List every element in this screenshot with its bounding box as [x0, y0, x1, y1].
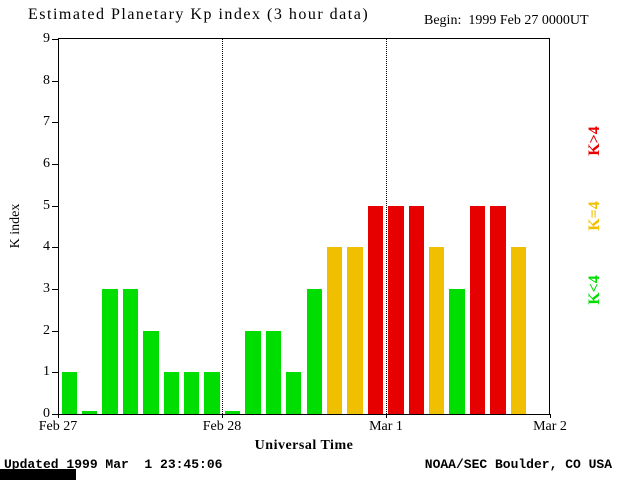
y-tick-label: 9	[43, 31, 50, 46]
bottom-left-black-bar	[0, 469, 76, 480]
kp-bar	[204, 372, 220, 414]
y-tick-mark	[52, 39, 58, 40]
y-tick-mark	[52, 372, 58, 374]
legend-item-k-eq-4: K=4	[586, 201, 603, 231]
kp-bar	[81, 411, 98, 414]
kp-bar	[449, 289, 465, 414]
begin-timestamp-label: Begin: 1999 Feb 27 0000UT	[424, 13, 589, 28]
kp-bar	[347, 247, 363, 414]
y-tick-label: 1	[43, 364, 50, 380]
y-tick-label: 3	[43, 281, 50, 296]
y-tick-mark	[52, 247, 58, 249]
x-tick-mark	[386, 414, 387, 418]
day-divider-line	[385, 39, 387, 414]
credit-text: NOAA/SEC Boulder, CO USA	[424, 457, 612, 472]
kp-bar	[490, 205, 506, 414]
plot-area	[58, 38, 550, 415]
kp-bar	[429, 247, 445, 414]
kp-bar	[184, 372, 200, 414]
x-tick-label: Mar 2	[533, 419, 567, 434]
y-tick-mark	[52, 122, 58, 124]
kp-bar	[265, 330, 282, 414]
x-tick-mark	[58, 414, 59, 418]
y-tick-label: 4	[43, 239, 50, 255]
kp-bar	[224, 411, 241, 414]
y-tick-mark	[52, 205, 58, 207]
legend-item-k-lt-4: K<4	[586, 275, 603, 305]
kp-bar	[388, 205, 404, 414]
kp-bar	[286, 372, 302, 414]
kp-bar	[163, 372, 179, 414]
chart-title: Estimated Planetary Kp index (3 hour dat…	[28, 6, 370, 23]
y-tick-label: 8	[43, 72, 50, 88]
kp-bar	[408, 205, 424, 414]
y-tick-label: 6	[43, 156, 50, 171]
day-divider-line	[222, 39, 224, 414]
kp-bar	[143, 330, 159, 414]
y-tick-mark	[52, 80, 58, 82]
x-tick-mark	[550, 414, 551, 418]
y-tick-label: 0	[43, 406, 50, 421]
y-tick-label: 5	[43, 197, 50, 213]
y-tick-mark	[52, 414, 58, 415]
x-tick-label: Mar 1	[369, 419, 403, 434]
x-tick-label: Feb 27	[38, 419, 78, 434]
kp-bar	[469, 205, 486, 414]
kp-bar	[367, 205, 384, 414]
y-tick-label: 7	[43, 114, 50, 130]
kp-bar	[306, 289, 322, 414]
legend-item-k-gt-4: K>4	[586, 126, 603, 156]
kp-bar	[122, 289, 139, 414]
y-tick-mark	[52, 164, 58, 165]
updated-timestamp: Updated 1999 Mar 1 23:45:06	[4, 457, 223, 472]
x-tick-label: Feb 28	[202, 419, 242, 434]
y-tick-mark	[52, 289, 58, 290]
kp-bar	[102, 289, 118, 414]
x-tick-mark	[222, 414, 223, 418]
y-tick-mark	[52, 330, 58, 332]
kp-bar	[510, 247, 527, 414]
kp-bar	[61, 372, 77, 414]
y-axis-title: K index	[8, 203, 23, 249]
kp-bar	[326, 247, 343, 414]
kp-bar	[245, 330, 261, 414]
y-tick-label: 2	[43, 322, 50, 338]
x-axis-title: Universal Time	[254, 438, 354, 453]
